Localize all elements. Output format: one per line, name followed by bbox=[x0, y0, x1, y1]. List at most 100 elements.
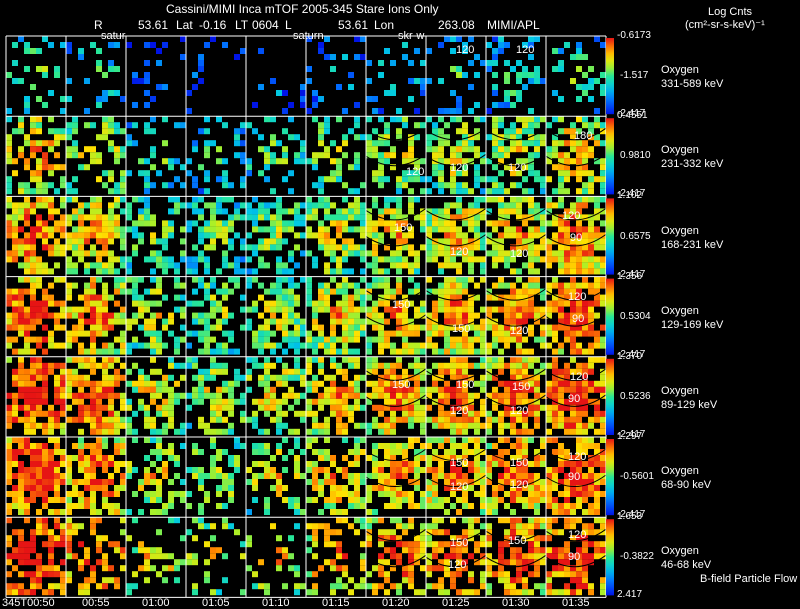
heatmap-cell bbox=[84, 226, 90, 233]
heatmap-cell bbox=[534, 479, 540, 485]
heatmap-cell bbox=[252, 220, 258, 227]
heatmap-cell bbox=[36, 342, 42, 349]
heatmap-cell bbox=[540, 116, 546, 123]
heatmap-cell bbox=[552, 473, 558, 479]
heatmap-cell bbox=[114, 577, 120, 584]
heatmap-cell bbox=[354, 503, 360, 509]
heatmap-cell bbox=[156, 467, 162, 473]
heatmap-cell bbox=[576, 410, 582, 417]
heatmap-cell bbox=[72, 152, 78, 159]
heatmap-cell bbox=[30, 262, 36, 269]
heatmap-cell bbox=[72, 214, 78, 221]
heatmap-cell bbox=[396, 559, 402, 566]
heatmap-cell bbox=[264, 324, 270, 331]
heatmap-cell bbox=[324, 416, 330, 423]
heatmap-cell bbox=[492, 485, 498, 491]
heatmap-cell bbox=[186, 202, 192, 209]
heatmap-cell bbox=[36, 318, 42, 325]
heatmap-cell bbox=[474, 380, 480, 387]
heatmap-cell bbox=[6, 318, 12, 325]
heatmap-cell bbox=[162, 220, 168, 227]
heatmap-cell bbox=[426, 368, 432, 375]
heatmap-cell bbox=[378, 422, 384, 429]
heatmap-cell bbox=[600, 188, 606, 195]
heatmap-cell bbox=[546, 479, 552, 485]
heatmap-cell bbox=[594, 455, 600, 461]
heatmap-cell bbox=[408, 288, 414, 295]
heatmap-cell bbox=[462, 374, 468, 381]
heatmap-cell bbox=[576, 503, 582, 509]
heatmap-cell bbox=[378, 256, 384, 263]
heatmap-cell bbox=[288, 535, 294, 542]
heatmap-cell bbox=[84, 214, 90, 221]
heatmap-cell bbox=[114, 220, 120, 227]
heatmap-cell bbox=[192, 589, 198, 596]
heatmap-cell bbox=[552, 300, 558, 307]
heatmap-cell bbox=[402, 473, 408, 479]
heatmap-cell bbox=[504, 529, 510, 536]
heatmap-cell bbox=[96, 226, 102, 233]
heatmap-cell bbox=[210, 36, 216, 42]
heatmap-cell bbox=[534, 336, 540, 343]
heatmap-cell bbox=[174, 306, 180, 313]
heatmap-cell bbox=[102, 497, 108, 503]
heatmap-cell bbox=[168, 479, 174, 485]
heatmap-cell bbox=[546, 571, 552, 578]
heatmap-cell bbox=[360, 437, 366, 443]
heatmap-cell bbox=[474, 282, 480, 289]
heatmap-cell bbox=[576, 54, 582, 60]
heatmap-cell bbox=[540, 553, 546, 560]
row-species-label: Oxygen bbox=[661, 384, 699, 397]
heatmap-cell bbox=[450, 170, 456, 177]
heatmap-cell bbox=[456, 318, 462, 325]
heatmap-cell bbox=[456, 509, 462, 515]
heatmap-cell bbox=[486, 188, 492, 195]
heatmap-cell bbox=[258, 170, 264, 177]
heatmap-cell bbox=[426, 583, 432, 590]
heatmap-cell bbox=[336, 116, 342, 123]
heatmap-cell bbox=[336, 288, 342, 295]
heatmap-cell bbox=[456, 170, 462, 177]
heatmap-cell bbox=[90, 336, 96, 343]
heatmap-cell bbox=[588, 523, 594, 530]
heatmap-cell bbox=[222, 196, 228, 203]
heatmap-cell bbox=[492, 294, 498, 301]
heatmap-cell bbox=[102, 342, 108, 349]
heatmap-cell bbox=[480, 449, 486, 455]
heatmap-cell bbox=[594, 282, 600, 289]
heatmap-cell bbox=[276, 428, 282, 435]
heatmap-cell bbox=[474, 182, 480, 189]
heatmap-cell bbox=[12, 497, 18, 503]
heatmap-cell bbox=[48, 422, 54, 429]
heatmap-panel bbox=[186, 196, 246, 275]
heatmap-cell bbox=[156, 497, 162, 503]
heatmap-cell bbox=[138, 238, 144, 245]
heatmap-cell bbox=[222, 380, 228, 387]
heatmap-cell bbox=[324, 422, 330, 429]
heatmap-cell bbox=[516, 244, 522, 251]
heatmap-cell bbox=[216, 416, 222, 423]
heatmap-cell bbox=[294, 324, 300, 331]
heatmap-cell bbox=[456, 72, 462, 78]
heatmap-cell bbox=[396, 589, 402, 596]
heatmap-cell bbox=[240, 202, 246, 209]
heatmap-cell bbox=[48, 449, 54, 455]
heatmap-cell bbox=[528, 380, 534, 387]
heatmap-cell bbox=[486, 392, 492, 399]
heatmap-cell bbox=[36, 517, 42, 524]
heatmap-cell bbox=[450, 577, 456, 584]
heatmap-cell bbox=[558, 66, 564, 72]
heatmap-cell bbox=[510, 102, 516, 108]
heatmap-cell bbox=[294, 461, 300, 467]
heatmap-cell bbox=[414, 134, 420, 141]
heatmap-cell bbox=[72, 324, 78, 331]
heatmap-cell bbox=[396, 356, 402, 363]
heatmap-cell bbox=[468, 300, 474, 307]
heatmap-cell bbox=[558, 176, 564, 183]
heatmap-cell bbox=[120, 128, 126, 135]
heatmap-cell bbox=[348, 380, 354, 387]
heatmap-cell bbox=[228, 336, 234, 343]
heatmap-cell bbox=[378, 208, 384, 215]
row-energy-label: 68-90 keV bbox=[661, 479, 712, 492]
heatmap-cell bbox=[474, 422, 480, 429]
